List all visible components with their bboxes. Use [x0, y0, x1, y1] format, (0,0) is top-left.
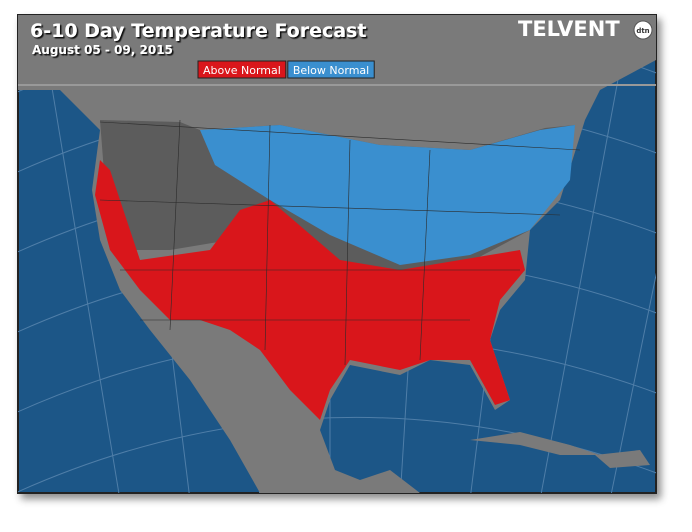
- legend-label: Above Normal: [203, 64, 281, 77]
- logo-badge: dtn: [636, 27, 649, 35]
- legend-label: Below Normal: [293, 64, 369, 77]
- logo: TELVENT: [518, 17, 620, 41]
- hispaniola: [595, 450, 650, 468]
- subtitle: August 05 - 09, 2015: [32, 43, 173, 57]
- cuba: [470, 432, 600, 455]
- logo-badge-circle: [633, 20, 653, 40]
- legend-swatch: [197, 60, 287, 79]
- legend: Above Normal Below Normal: [197, 60, 375, 79]
- above-normal-area: [95, 160, 525, 420]
- legend-swatch: [287, 60, 375, 79]
- map-body: [18, 15, 656, 493]
- below-normal-area: [200, 125, 575, 265]
- title: 6-10 Day Temperature Forecast: [30, 20, 366, 42]
- borders: [18, 84, 656, 366]
